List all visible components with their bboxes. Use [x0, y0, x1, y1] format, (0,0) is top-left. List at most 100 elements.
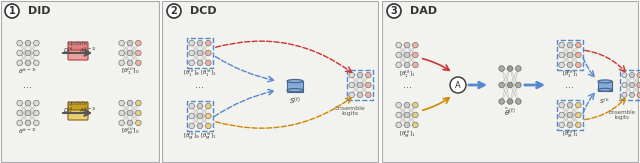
Circle shape: [559, 122, 564, 128]
Circle shape: [205, 123, 211, 129]
Circle shape: [516, 66, 521, 71]
Circle shape: [637, 73, 640, 78]
Circle shape: [25, 120, 31, 126]
Circle shape: [507, 82, 513, 88]
Circle shape: [622, 73, 627, 78]
Text: 3: 3: [390, 6, 397, 16]
Circle shape: [413, 112, 418, 118]
Circle shape: [189, 113, 195, 119]
Text: $[\theta_M^{(t)}]_0, [\theta_M^{(t)}]_1$: $[\theta_M^{(t)}]_0, [\theta_M^{(t)}]_1$: [183, 130, 217, 142]
Circle shape: [357, 92, 363, 98]
Circle shape: [17, 50, 22, 56]
Circle shape: [404, 112, 410, 118]
Circle shape: [119, 60, 124, 66]
Circle shape: [17, 100, 22, 106]
Circle shape: [136, 60, 141, 66]
Circle shape: [404, 62, 410, 68]
Text: A: A: [455, 81, 461, 89]
Circle shape: [17, 40, 22, 46]
Circle shape: [197, 103, 203, 109]
Text: $A_1^{(t-1)}$: $A_1^{(t-1)}$: [79, 45, 97, 57]
Circle shape: [17, 60, 22, 66]
Circle shape: [567, 52, 573, 58]
Circle shape: [365, 82, 371, 88]
Circle shape: [404, 42, 410, 48]
Circle shape: [559, 112, 564, 118]
Circle shape: [396, 122, 401, 128]
FancyBboxPatch shape: [68, 110, 88, 120]
Bar: [620, 70, 640, 100]
Text: $\theta^{(t-1)}$: $\theta^{(t-1)}$: [19, 126, 38, 136]
FancyBboxPatch shape: [68, 50, 88, 60]
Circle shape: [516, 99, 521, 104]
Circle shape: [559, 42, 564, 48]
Circle shape: [413, 122, 418, 128]
Circle shape: [559, 102, 564, 108]
Text: $[\theta_1^{(t)}]_0$: $[\theta_1^{(t)}]_0$: [120, 65, 140, 77]
Circle shape: [197, 60, 203, 66]
Bar: [187, 38, 213, 68]
Circle shape: [136, 50, 141, 56]
Text: $[\theta_M^{(t)}]_0$: $[\theta_M^{(t)}]_0$: [120, 125, 140, 137]
Circle shape: [499, 99, 504, 104]
Circle shape: [5, 4, 19, 18]
Text: $\theta^{(t-1)}$: $\theta^{(t-1)}$: [19, 66, 38, 76]
Ellipse shape: [598, 88, 612, 91]
Ellipse shape: [287, 89, 303, 92]
Circle shape: [33, 110, 39, 116]
Circle shape: [567, 112, 573, 118]
Circle shape: [189, 60, 195, 66]
Text: 2: 2: [171, 6, 177, 16]
Circle shape: [575, 122, 581, 128]
Circle shape: [119, 110, 124, 116]
Circle shape: [33, 50, 39, 56]
Bar: [347, 70, 373, 100]
Circle shape: [450, 77, 466, 93]
Bar: [1, 1, 159, 162]
Circle shape: [33, 60, 39, 66]
FancyBboxPatch shape: [68, 102, 88, 112]
Circle shape: [404, 102, 410, 108]
Bar: [287, 81, 303, 91]
Text: $[\theta_M^{(t)}]_1$: $[\theta_M^{(t)}]_1$: [561, 128, 579, 140]
Circle shape: [567, 42, 573, 48]
Circle shape: [637, 82, 640, 88]
Circle shape: [357, 72, 363, 78]
Circle shape: [622, 82, 627, 88]
Circle shape: [33, 120, 39, 126]
Circle shape: [197, 50, 203, 56]
Circle shape: [127, 50, 133, 56]
Text: $S^{(t)}$: $S^{(t)}$: [289, 96, 301, 106]
Bar: [162, 1, 378, 162]
Circle shape: [567, 62, 573, 68]
Ellipse shape: [287, 80, 303, 83]
Text: $A_M^{(t-1)}$: $A_M^{(t-1)}$: [79, 105, 97, 117]
Text: Update: Update: [68, 40, 88, 45]
Circle shape: [575, 52, 581, 58]
Circle shape: [127, 60, 133, 66]
Circle shape: [630, 73, 634, 78]
Circle shape: [25, 110, 31, 116]
Text: ...: ...: [195, 80, 205, 90]
Circle shape: [516, 82, 521, 88]
Circle shape: [575, 62, 581, 68]
Circle shape: [127, 40, 133, 46]
Circle shape: [205, 50, 211, 56]
Circle shape: [349, 72, 355, 78]
Circle shape: [197, 40, 203, 46]
Text: Update: Update: [68, 101, 88, 105]
Circle shape: [197, 113, 203, 119]
Text: ...: ...: [403, 80, 412, 90]
Circle shape: [25, 100, 31, 106]
Circle shape: [25, 60, 31, 66]
Circle shape: [349, 92, 355, 98]
Circle shape: [136, 100, 141, 106]
Circle shape: [25, 40, 31, 46]
Circle shape: [119, 50, 124, 56]
Text: Ensemble
logits: Ensemble logits: [609, 110, 636, 120]
Bar: [382, 1, 638, 162]
Bar: [187, 101, 213, 131]
Circle shape: [507, 99, 513, 104]
Circle shape: [189, 40, 195, 46]
Circle shape: [136, 120, 141, 126]
